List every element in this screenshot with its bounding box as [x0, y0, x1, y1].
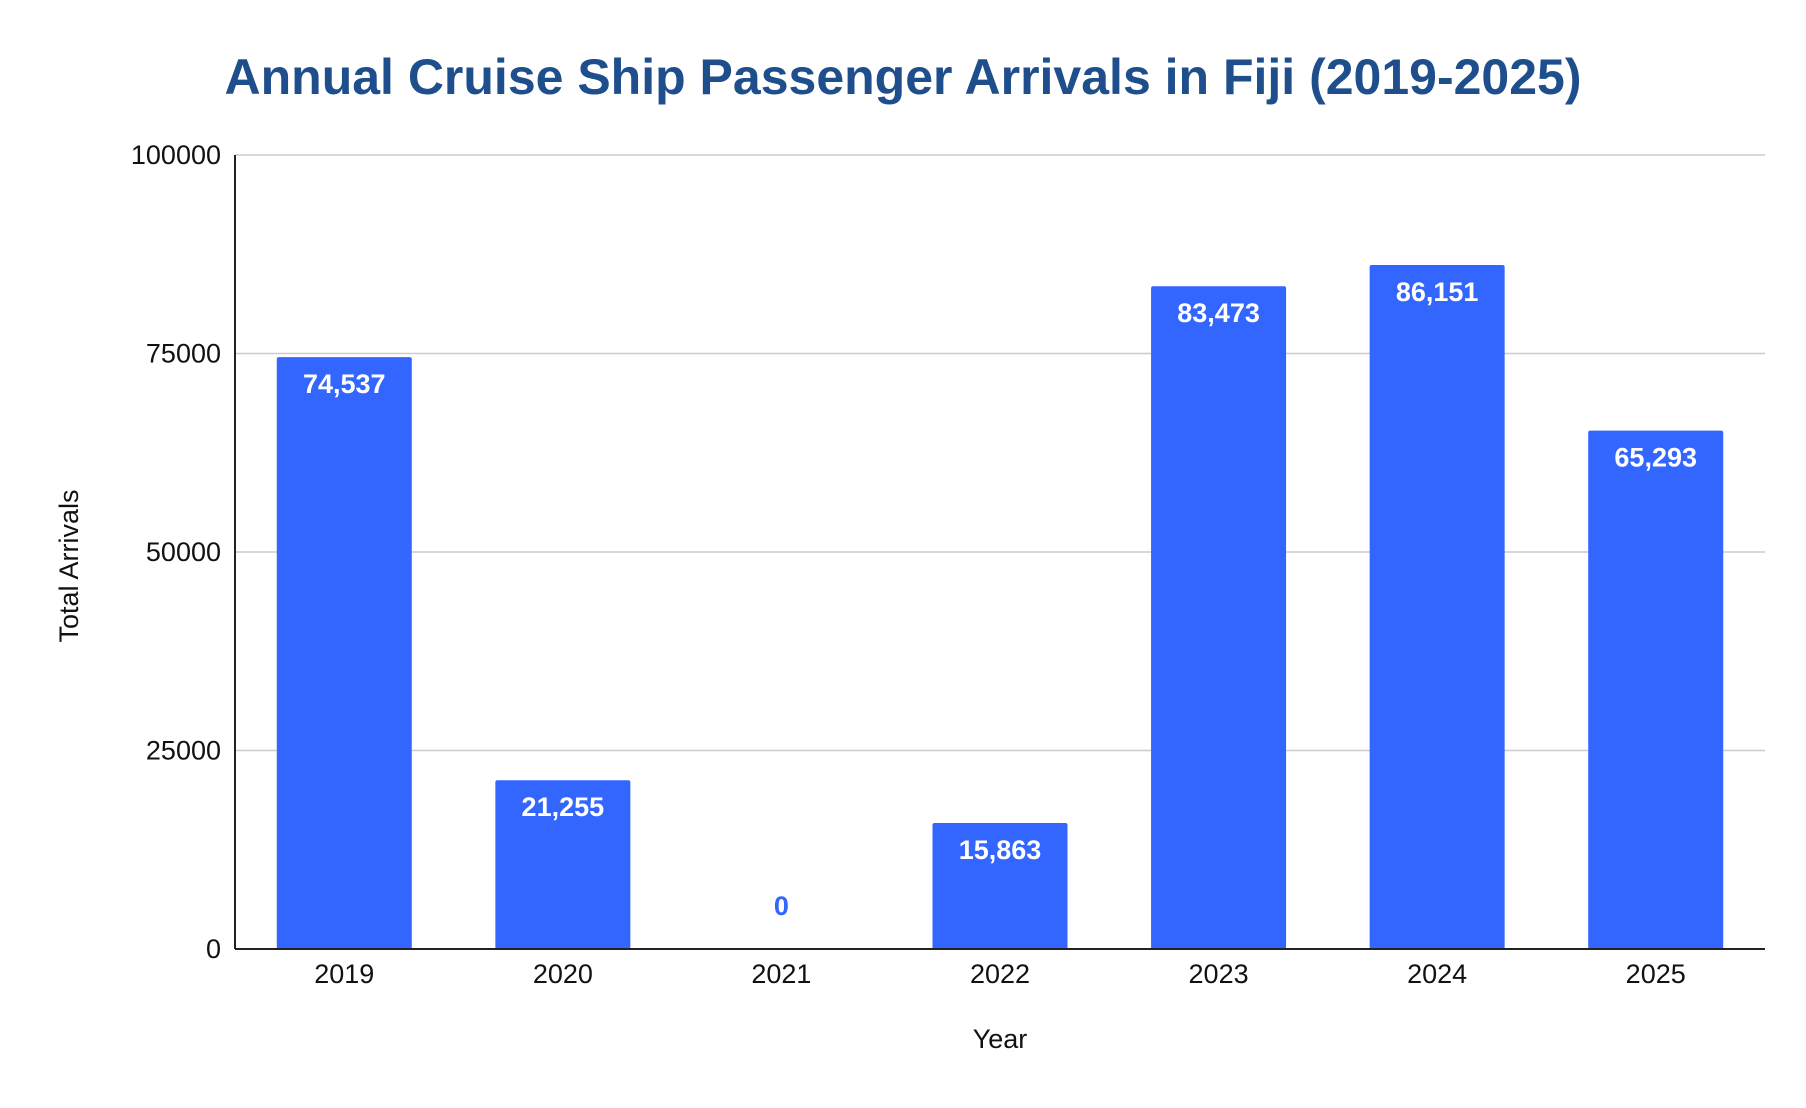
- bar-2024: [1369, 264, 1505, 949]
- y-tick-label: 75000: [146, 339, 221, 369]
- bar-2020: [495, 780, 631, 949]
- data-label-2021: 0: [774, 891, 789, 921]
- data-label-2020: 21,255: [522, 792, 605, 822]
- chart-title: Annual Cruise Ship Passenger Arrivals in…: [225, 49, 1582, 105]
- x-tick-label-2019: 2019: [314, 959, 374, 989]
- x-tick-label-2024: 2024: [1407, 959, 1467, 989]
- x-tick-label-2025: 2025: [1626, 959, 1686, 989]
- data-label-2023: 83,473: [1177, 298, 1260, 328]
- x-axis-ticks: 2019 2020 2021 2022 2023 2024 2025: [314, 959, 1686, 989]
- y-tick-label: 50000: [146, 537, 221, 567]
- x-tick-label-2023: 2023: [1189, 959, 1249, 989]
- y-axis-title: Total Arrivals: [54, 489, 84, 642]
- data-label-2024: 86,151: [1396, 277, 1479, 307]
- bar-2022: [932, 823, 1068, 949]
- bar-2023: [1151, 286, 1287, 949]
- data-label-2025: 65,293: [1614, 443, 1697, 473]
- x-tick-label-2021: 2021: [751, 959, 811, 989]
- gridlines: [235, 154, 1765, 752]
- y-tick-label: 0: [206, 934, 221, 964]
- y-tick-label: 100000: [131, 140, 221, 170]
- x-tick-label-2020: 2020: [533, 959, 593, 989]
- bar-2025: [1588, 430, 1724, 949]
- bars: [276, 264, 1724, 949]
- data-label-2019: 74,537: [303, 369, 386, 399]
- bar-2019: [276, 357, 412, 949]
- y-axis-ticks: 0 25000 50000 75000 100000: [131, 140, 221, 964]
- y-tick-label: 25000: [146, 736, 221, 766]
- data-labels: 74,537 21,255 0 15,863 83,473 86,151 65,293: [303, 277, 1697, 921]
- data-label-2022: 15,863: [959, 835, 1042, 865]
- x-tick-label-2022: 2022: [970, 959, 1030, 989]
- x-axis-title: Year: [973, 1024, 1028, 1054]
